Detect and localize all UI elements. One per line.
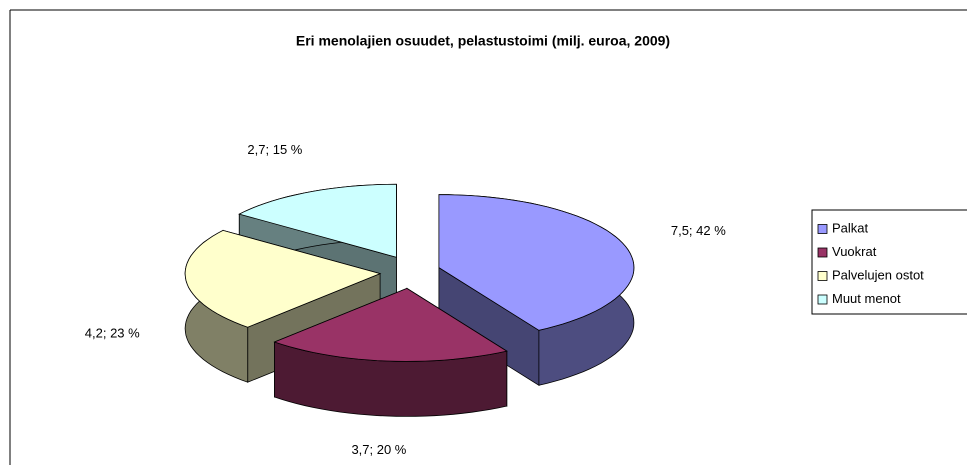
slice (438, 194, 635, 387)
data-label: 2,7; 15 % (247, 142, 302, 157)
slice (273, 287, 508, 417)
legend-swatch (817, 247, 828, 258)
slice-top (273, 287, 508, 362)
legend-swatch (817, 224, 828, 234)
legend-swatch (817, 294, 828, 305)
legend-label: Palvelujen ostot (832, 267, 924, 282)
pie: 7,5; 42 % 3,7; 20 % 4,2; 23 % 2,7; 15 % (85, 142, 726, 457)
chart-title: Eri menolajien osuudet, pelastustoimi (m… (296, 33, 670, 49)
legend-swatch (817, 271, 828, 281)
legend: Palkat Vuokrat Palvelujen ostot Muut menot (811, 209, 967, 315)
legend-label: Muut menot (832, 291, 901, 306)
legend-label: Vuokrat (832, 244, 877, 259)
slice-top (184, 229, 382, 328)
legend-label: Palkat (832, 220, 869, 235)
data-label: 7,5; 42 % (671, 223, 726, 238)
slice-top (438, 194, 635, 331)
data-label: 4,2; 23 % (85, 325, 140, 340)
slice-top (238, 183, 397, 258)
legend-box (811, 209, 967, 315)
data-label: 3,7; 20 % (351, 442, 406, 457)
